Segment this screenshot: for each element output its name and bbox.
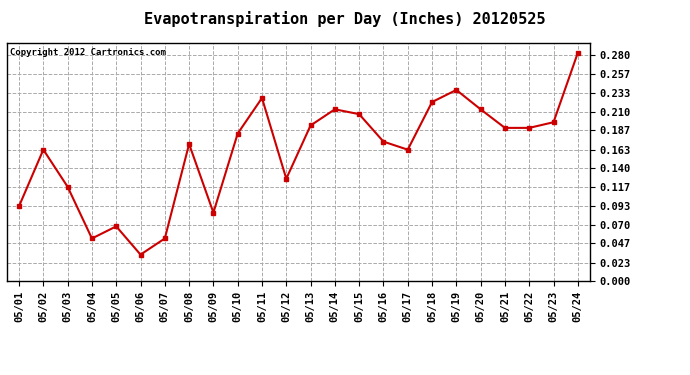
- Text: Copyright 2012 Cartronics.com: Copyright 2012 Cartronics.com: [10, 48, 166, 57]
- Text: Evapotranspiration per Day (Inches) 20120525: Evapotranspiration per Day (Inches) 2012…: [144, 11, 546, 27]
